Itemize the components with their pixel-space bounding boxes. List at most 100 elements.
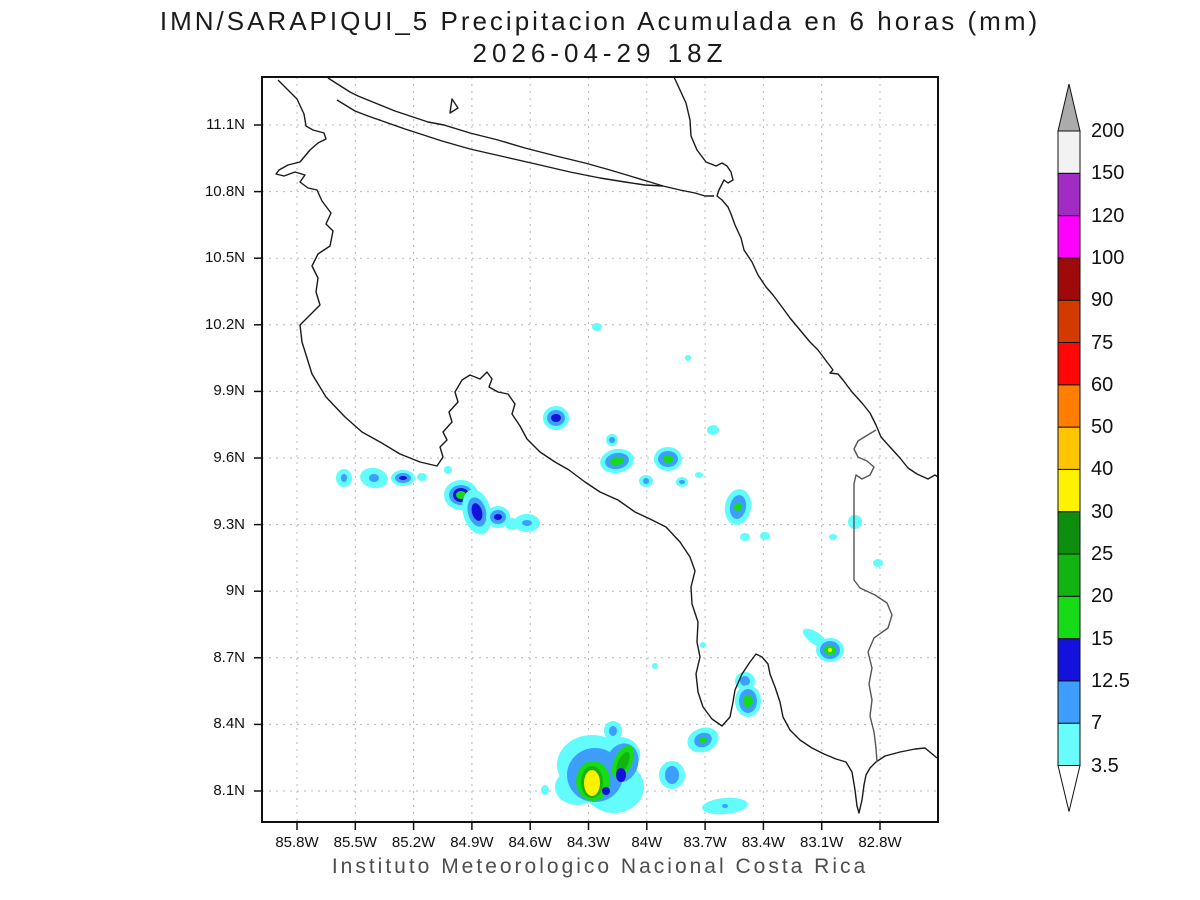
- precip-contour: [722, 804, 728, 808]
- precip-contour: [471, 503, 483, 521]
- colorbar-interval: [1057, 468, 1081, 513]
- lake-nicaragua-shore: [327, 77, 664, 187]
- precip-contour: [848, 515, 862, 529]
- precip-contour: [828, 648, 832, 652]
- precip-contour: [399, 476, 407, 480]
- lat-tick-label: 11.1N: [206, 116, 245, 133]
- precip-contour: [699, 737, 707, 743]
- footer-attribution: Instituto Meteorologico Nacional Costa R…: [331, 855, 869, 878]
- colorbar-tick-label: 25: [1091, 543, 1114, 565]
- precip-contour: [652, 663, 658, 669]
- precip-contour: [369, 474, 379, 482]
- colorbar-tick-label: 75: [1091, 331, 1114, 354]
- lat-tick-label: 8.1N: [213, 782, 245, 799]
- colorbar-interval: [1057, 342, 1081, 386]
- precip-contour: [679, 480, 685, 484]
- colorbar-underflow-arrow: [1057, 765, 1081, 812]
- precip-contour: [541, 785, 549, 795]
- precip-contour: [602, 787, 610, 795]
- precip-contour: [551, 414, 561, 422]
- colorbar-tick-label: 3.5: [1091, 754, 1119, 777]
- precipitation-field: [336, 323, 883, 815]
- precip-contour: [700, 642, 706, 648]
- precip-contour: [341, 474, 347, 482]
- colorbar-tick-label: 100: [1091, 246, 1125, 269]
- lat-tick-label: 9N: [225, 582, 245, 600]
- lon-tick-label: 83.1W: [800, 834, 844, 851]
- precip-contour: [743, 695, 753, 707]
- lon-tick-label: 82.8W: [858, 834, 902, 851]
- colorbar-tick-label: 7: [1091, 712, 1103, 735]
- panama-border: [853, 429, 893, 763]
- colorbar-interval: [1057, 638, 1081, 682]
- map-canvas: [254, 76, 939, 830]
- caribbean-coast: [673, 76, 939, 480]
- colorbar-tick-label: 30: [1091, 500, 1114, 523]
- colorbar-tick-label: 50: [1091, 416, 1114, 439]
- lon-tick-label: 83.4W: [741, 834, 786, 851]
- colorbar-interval: [1057, 384, 1081, 428]
- lon-tick-label: 84.6W: [508, 834, 552, 851]
- colorbar-interval: [1057, 722, 1081, 767]
- colorbar-tick-label: 200: [1091, 120, 1125, 142]
- colorbar-interval: [1057, 172, 1081, 217]
- precip-contour: [695, 472, 703, 478]
- precip-contour: [584, 770, 600, 796]
- colorbar-interval: [1057, 553, 1081, 597]
- map-title: IMN/SARAPIQUI_5 Precipitacion Acumulada …: [159, 6, 1041, 36]
- precip-contour: [494, 514, 502, 520]
- colorbar-interval: [1057, 595, 1081, 640]
- colorbar-interval: [1057, 257, 1081, 301]
- precip-contour: [740, 533, 750, 541]
- lon-tick-label: 85.8W: [275, 834, 319, 851]
- colorbar: [1057, 83, 1081, 812]
- lon-tick-label: 85.5W: [333, 834, 377, 851]
- axis-ticks: [254, 124, 881, 830]
- precip-contour: [616, 768, 626, 782]
- precip-contour: [643, 478, 649, 484]
- colorbar-interval: [1057, 426, 1081, 470]
- lat-tick-label: 9.6N: [213, 449, 245, 466]
- lake-island: [449, 98, 459, 114]
- precip-contour: [740, 676, 750, 686]
- colorbar-interval: [1057, 511, 1081, 555]
- colorbar-tick-label: 150: [1091, 162, 1125, 185]
- lon-tick-label: 85.2W: [391, 834, 436, 851]
- lat-tick-label: 8.7N: [213, 648, 245, 666]
- precip-contour: [609, 726, 617, 736]
- colorbar-tick-label: 20: [1091, 585, 1114, 608]
- lat-tick-label: 10.2N: [204, 315, 245, 333]
- colorbar-tick-label: 15: [1091, 627, 1114, 650]
- precip-contour: [663, 455, 673, 463]
- precip-contour: [829, 534, 837, 540]
- colorbar-tick-label: 40: [1091, 458, 1114, 481]
- map-frame: [261, 76, 939, 823]
- lat-tick-label: 9.3N: [213, 515, 245, 533]
- nicaragua-border: [336, 99, 714, 197]
- lon-tick-label: 84.3W: [566, 834, 611, 851]
- precip-contour: [760, 532, 770, 540]
- lon-tick-label: 84.9W: [450, 834, 494, 851]
- precip-contour: [665, 766, 679, 784]
- colorbar-overflow-arrow: [1057, 83, 1081, 132]
- precip-contour: [734, 503, 742, 511]
- lat-tick-label: 10.8N: [204, 182, 245, 200]
- colorbar-tick-label: 120: [1091, 204, 1125, 227]
- precip-contour: [522, 520, 532, 526]
- precip-contour: [444, 466, 452, 474]
- pacific-coast: [275, 79, 938, 814]
- precip-contour: [456, 491, 466, 499]
- lat-tick-label: 10.5N: [204, 249, 245, 267]
- precip-contour: [707, 425, 719, 435]
- map-valid-time: 2026-04-29 18Z: [472, 38, 728, 68]
- colorbar-interval: [1057, 680, 1081, 724]
- precip-contour: [592, 323, 602, 331]
- precip-contour: [873, 559, 883, 567]
- lat-tick-label: 8.4N: [213, 715, 245, 733]
- colorbar-interval: [1057, 299, 1081, 343]
- precip-contour: [610, 456, 624, 466]
- precip-contour: [417, 473, 427, 481]
- colorbar-tick-label: 90: [1091, 289, 1114, 312]
- colorbar-interval: [1057, 215, 1081, 259]
